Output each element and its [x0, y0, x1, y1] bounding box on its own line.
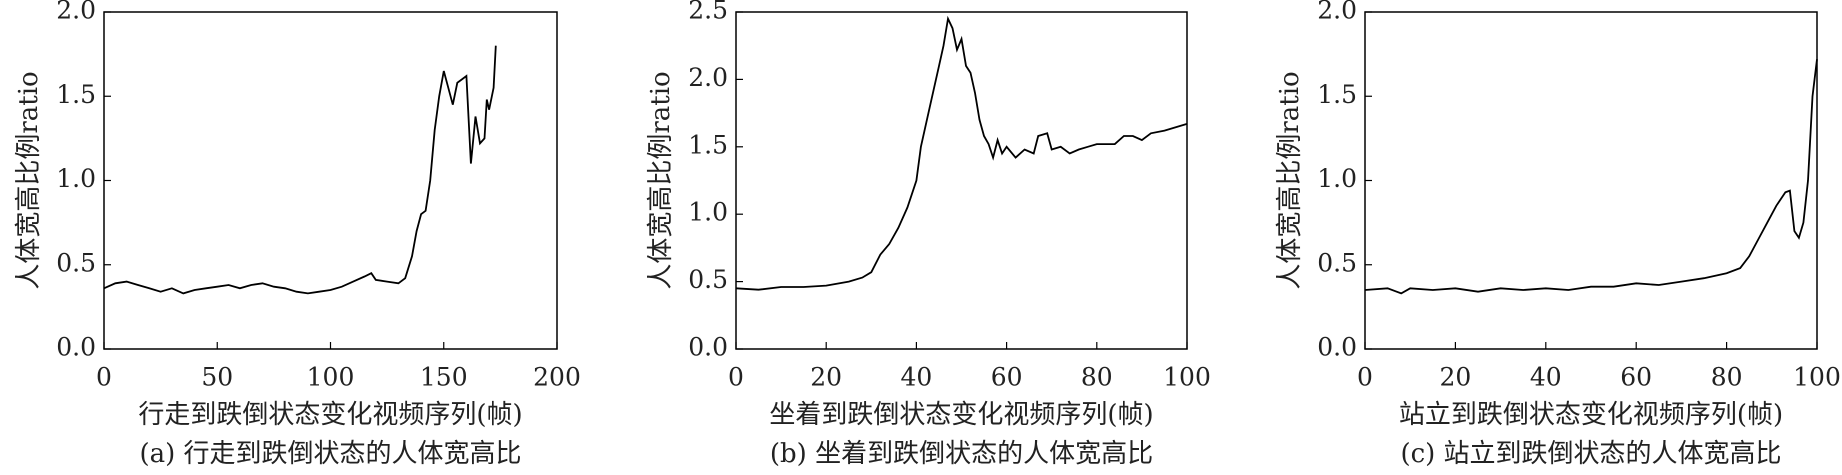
- y-tick-label: 2.0: [1317, 0, 1357, 25]
- y-axis-label: 人体宽高比例ratio: [1275, 71, 1305, 289]
- y-tick-label: 1.5: [688, 130, 728, 159]
- y-tick-label: 2.0: [56, 0, 96, 25]
- y-tick-label: 2.0: [688, 63, 728, 92]
- y-tick-label: 0.0: [56, 333, 96, 362]
- x-tick-label: 150: [420, 363, 468, 392]
- data-line: [1364, 59, 1818, 295]
- caption: (a) 行走到跌倒状态的人体宽高比: [139, 439, 521, 469]
- x-tick-label: 0: [96, 363, 112, 392]
- x-tick-label: 40: [900, 363, 932, 392]
- caption: (c) 站立到跌倒状态的人体宽高比: [1400, 439, 1781, 469]
- x-tick-label: 100: [1793, 363, 1841, 392]
- y-tick-label: 0.5: [56, 248, 96, 277]
- y-tick-label: 0.0: [1317, 333, 1357, 362]
- x-tick-label: 0: [1357, 363, 1373, 392]
- y-tick-label: 1.0: [688, 198, 728, 227]
- y-tick-label: 1.5: [56, 80, 96, 109]
- x-tick-label: 60: [1620, 363, 1652, 392]
- x-tick-label: 100: [307, 363, 355, 392]
- y-tick-label: 0.0: [688, 333, 728, 362]
- y-tick-label: 1.0: [1317, 164, 1357, 193]
- y-tick-label: 1.5: [1317, 80, 1357, 109]
- x-tick-label: 20: [1439, 363, 1471, 392]
- x-tick-label: 50: [201, 363, 233, 392]
- x-tick-label: 40: [1530, 363, 1562, 392]
- plot-frame: [735, 11, 1188, 350]
- x-tick-label: 60: [991, 363, 1023, 392]
- x-tick-label: 100: [1163, 363, 1211, 392]
- x-tick-label: 80: [1711, 363, 1743, 392]
- x-tick-label: 20: [810, 363, 842, 392]
- x-axis-label: 站立到跌倒状态变化视频序列(帧): [1399, 400, 1783, 430]
- y-tick-label: 0.5: [688, 265, 728, 294]
- y-tick-label: 1.0: [56, 164, 96, 193]
- x-tick-label: 200: [533, 363, 581, 392]
- x-tick-label: 80: [1081, 363, 1113, 392]
- x-tick-label: 0: [728, 363, 744, 392]
- data-line: [103, 45, 497, 295]
- caption: (b) 坐着到跌倒状态的人体宽高比: [770, 439, 1153, 469]
- y-axis-label: 人体宽高比例ratio: [14, 71, 44, 289]
- x-axis-label: 坐着到跌倒状态变化视频序列(帧): [769, 400, 1153, 430]
- x-axis-label: 行走到跌倒状态变化视频序列(帧): [138, 400, 522, 430]
- plot-frame: [1364, 11, 1818, 350]
- y-tick-label: 0.5: [1317, 248, 1357, 277]
- data-line: [735, 15, 1188, 291]
- y-axis-label: 人体宽高比例ratio: [646, 71, 676, 289]
- y-tick-label: 2.5: [688, 0, 728, 25]
- plot-frame: [103, 11, 558, 350]
